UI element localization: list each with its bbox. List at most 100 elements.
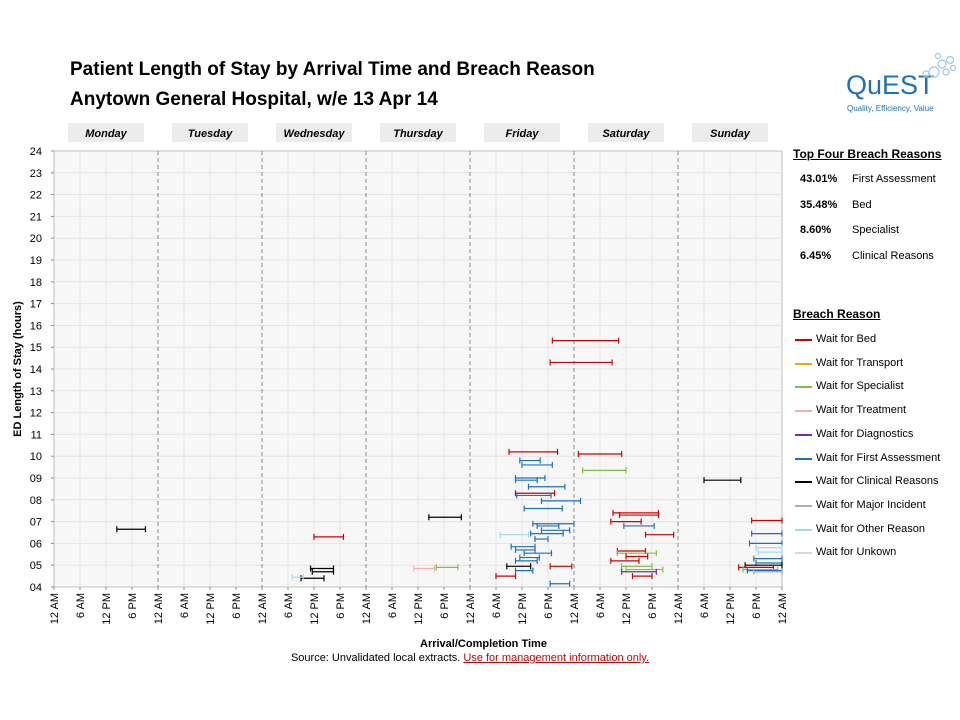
legend-label: Wait for First Assessment <box>816 451 941 464</box>
day-header-box <box>692 123 768 142</box>
x-tick-label: 6 AM <box>595 593 607 618</box>
legend-label: Wait for Major Incident <box>816 498 926 511</box>
x-tick-label: 12 AM <box>465 593 477 624</box>
stay-bar <box>616 550 657 557</box>
source-text: Source: Unvalidated local extracts. <box>290 652 464 664</box>
stay-bar <box>623 522 655 529</box>
y-tick-label: 14 <box>30 364 42 376</box>
x-tick-label: 6 AM <box>179 593 191 618</box>
stay-bar <box>621 563 653 570</box>
y-tick-label: 17 <box>30 299 42 311</box>
y-tick-label: 10 <box>30 451 42 463</box>
top-reason-pct: 43.01% <box>800 173 838 185</box>
stay-bar <box>506 563 532 570</box>
logo-wordmark: QuEST <box>846 70 935 100</box>
x-tick-label: 6 PM <box>335 593 347 619</box>
x-tick-label: 6 PM <box>439 593 451 619</box>
day-header-label: Friday <box>505 128 539 140</box>
stay-bar <box>530 530 564 537</box>
y-tick-label: 24 <box>30 146 42 158</box>
stay-bar <box>631 573 653 580</box>
stay-bar <box>313 533 345 540</box>
stay-bar <box>534 536 549 543</box>
y-tick-label: 20 <box>30 233 42 245</box>
x-tick-label: 12 AM <box>153 593 165 624</box>
stay-bar <box>753 568 783 575</box>
x-tick-label: 6 PM <box>751 593 763 619</box>
y-tick-label: 06 <box>30 538 42 550</box>
legend-swatch <box>795 362 812 365</box>
day-header-label: Monday <box>85 128 127 140</box>
stay-bar <box>549 563 573 570</box>
x-tick-label: 12 AM <box>569 593 581 624</box>
x-tick-label: 12 PM <box>413 593 425 625</box>
stay-bar <box>413 565 436 572</box>
stay-bar <box>757 549 783 556</box>
y-tick-label: 16 <box>30 320 42 332</box>
legend-label: Wait for Bed <box>816 333 877 345</box>
top-reason-pct: 6.45% <box>800 249 832 262</box>
y-tick-label: 18 <box>30 277 42 289</box>
day-header-box <box>276 123 352 142</box>
x-axis-label: Arrival/Completion Time <box>420 638 547 650</box>
legend-label: Wait for Transport <box>816 356 904 369</box>
stay-bar <box>540 527 571 534</box>
x-tick-label: 6 AM <box>75 593 87 618</box>
y-axis-label: ED Length of Stay (hours) <box>12 301 24 437</box>
x-tick-label: 12 PM <box>517 593 529 625</box>
legend-swatch <box>795 528 812 531</box>
management-info-link[interactable]: Use for management information only. <box>463 652 650 664</box>
x-tick-label: 6 AM <box>699 593 711 618</box>
stay-bar <box>495 573 517 580</box>
stay-bar <box>428 514 462 521</box>
legend-swatch <box>795 481 812 484</box>
x-tick-label: 12 PM <box>725 593 737 625</box>
stay-bar <box>300 575 325 582</box>
x-tick-label: 6 AM <box>491 593 503 618</box>
day-header-box <box>380 123 456 142</box>
legend-label: Wait for Clinical Reasons <box>816 475 939 488</box>
legend-label: Wait for Diagnostics <box>816 427 914 440</box>
legend-label: Wait for Unkown <box>816 546 897 559</box>
stay-bar <box>116 526 147 533</box>
legend-label: Wait for Treatment <box>816 404 907 417</box>
y-tick-label: 21 <box>30 211 42 223</box>
y-tick-label: 19 <box>30 255 42 267</box>
x-tick-label: 6 PM <box>543 593 555 619</box>
day-header-box <box>484 123 560 142</box>
stay-bar <box>549 359 613 366</box>
source-note: Source: Unvalidated local extracts. Use … <box>0 652 940 664</box>
x-tick-label: 12 AM <box>777 593 789 624</box>
quest-logo: QuEST Quality, Efficiency, Value <box>846 52 957 113</box>
legend-swatch <box>795 339 812 341</box>
top-reason-label: Bed <box>852 198 872 211</box>
day-header-label: Saturday <box>602 128 650 140</box>
legend-swatch <box>795 433 812 436</box>
logo-bubbles-icon <box>922 52 957 78</box>
legend-swatch <box>795 552 812 555</box>
top-reason-pct: 8.60% <box>800 224 832 236</box>
stay-bar <box>516 492 552 499</box>
day-header-box <box>588 123 664 142</box>
stay-bar <box>527 483 566 490</box>
y-tick-label: 07 <box>30 517 42 529</box>
stay-bar <box>751 517 783 524</box>
x-tick-label: 6 PM <box>231 593 243 619</box>
y-tick-label: 04 <box>30 582 42 594</box>
stay-bar <box>618 512 660 519</box>
top-reasons-title: Top Four Breach Reasons <box>793 147 942 161</box>
day-header-label: Thursday <box>393 128 443 140</box>
stay-bar <box>523 505 563 512</box>
stay-bar <box>514 490 556 497</box>
stay-bar <box>499 531 530 538</box>
stay-bar <box>514 477 538 484</box>
stay-bar <box>519 457 541 464</box>
legend-swatch <box>795 386 812 389</box>
stay-bar <box>508 448 559 455</box>
stay-bar <box>523 550 553 557</box>
legend-label: Wait for Specialist <box>816 380 904 393</box>
stay-bar <box>521 461 553 468</box>
y-tick-label: 11 <box>31 429 42 441</box>
stay-bar <box>435 564 459 571</box>
